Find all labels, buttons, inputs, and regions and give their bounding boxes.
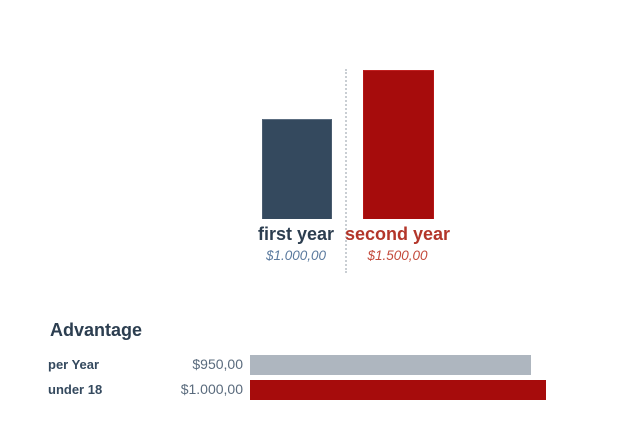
first-year-category-label: first year xyxy=(257,224,335,244)
advantage-row-label-per-year: per Year xyxy=(48,357,100,372)
second-year-label-group: second year $1.500,00 xyxy=(337,224,458,264)
second-year-bar xyxy=(363,70,434,219)
dotted-divider-line xyxy=(345,69,347,273)
second-year-category-label: second year xyxy=(344,224,451,244)
per-year-bar xyxy=(250,355,531,375)
advantage-row-value-per-year: $950,00 xyxy=(192,356,243,372)
advantage-row-value-under-18: $1.000,00 xyxy=(180,381,243,397)
advantage-row-label-under-18: under 18 xyxy=(48,382,103,397)
under-18-bar xyxy=(250,380,546,400)
second-year-value-label: $1.500,00 xyxy=(367,247,428,263)
advantage-heading: Advantage xyxy=(50,320,143,340)
first-year-bar xyxy=(262,119,332,219)
first-year-label-group: first year $1.000,00 xyxy=(236,224,356,264)
first-year-value-label: $1.000,00 xyxy=(265,247,327,263)
